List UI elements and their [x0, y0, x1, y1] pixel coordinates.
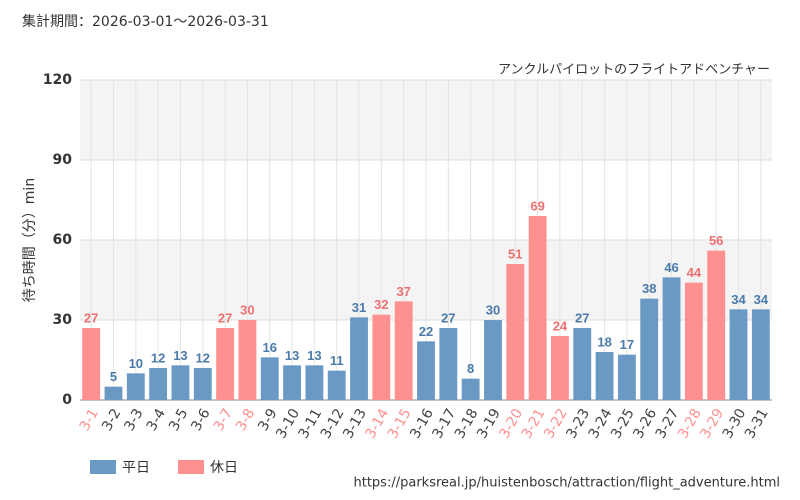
bar: [327, 370, 346, 400]
bar: [551, 336, 569, 400]
value-label: 44: [687, 265, 702, 280]
bar: [149, 368, 168, 400]
y-tick-label: 60: [53, 232, 73, 248]
value-label: 11: [330, 353, 344, 368]
x-tick-label: 3-6: [188, 406, 213, 434]
bar: [617, 354, 636, 400]
value-label: 13: [307, 348, 321, 363]
bar: [82, 328, 101, 400]
y-axis-label: 待ち時間（分）min: [22, 178, 38, 302]
value-label: 13: [285, 348, 299, 363]
y-tick-label: 0: [62, 392, 72, 408]
legend-label: 平日: [122, 460, 150, 476]
x-tick-label: 3-1: [77, 406, 102, 434]
bar: [640, 298, 659, 400]
value-label: 27: [84, 310, 98, 325]
bar: [372, 314, 391, 400]
value-label: 46: [664, 260, 678, 275]
x-tick-label: 3-4: [144, 406, 169, 434]
value-label: 56: [709, 233, 723, 248]
value-label: 34: [754, 292, 769, 307]
chart-title: アンクルパイロットのフライトアドベンチャー: [498, 63, 770, 78]
bar: [684, 282, 703, 400]
bar: [394, 301, 413, 400]
value-label: 24: [553, 318, 568, 333]
y-tick-label: 120: [43, 72, 72, 88]
bar: [216, 328, 235, 400]
x-tick-label: 3-8: [233, 406, 258, 434]
bar: [595, 352, 614, 400]
value-label: 30: [240, 302, 254, 317]
x-tick-label: 3-3: [121, 406, 146, 434]
value-label: 34: [731, 292, 746, 307]
chart-subtitle: 集計期間：2026-03-01～2026-03-31: [22, 13, 269, 30]
value-label: 5: [110, 369, 117, 384]
y-tick-label: 90: [53, 152, 73, 168]
value-label: 22: [419, 324, 433, 339]
bar: [751, 309, 770, 400]
value-label: 27: [218, 310, 232, 325]
bar: [260, 357, 279, 400]
bar: [506, 264, 525, 400]
bar: [283, 365, 301, 400]
bar: [238, 320, 257, 400]
value-label: 27: [441, 310, 455, 325]
legend-swatch: [178, 460, 204, 474]
bar: [484, 320, 502, 400]
value-label: 12: [151, 350, 165, 365]
value-label: 27: [575, 310, 589, 325]
legend-label: 休日: [210, 460, 238, 476]
bar: [104, 386, 123, 400]
value-label: 31: [352, 300, 366, 315]
value-label: 13: [173, 348, 187, 363]
value-label: 8: [467, 361, 474, 376]
value-label: 16: [263, 340, 277, 355]
value-label: 38: [642, 281, 656, 296]
x-tick-label: 3-2: [99, 406, 124, 434]
value-label: 69: [530, 198, 544, 213]
bar: [305, 365, 324, 400]
value-label: 12: [196, 350, 210, 365]
bar: [417, 341, 435, 400]
source: https://parksreal.jp/huistenbosch/attrac…: [354, 476, 781, 491]
bar: [528, 216, 547, 400]
legend-swatch: [90, 460, 116, 474]
x-tick-label: 3-31: [742, 406, 772, 442]
value-label: 51: [508, 246, 522, 261]
value-label: 37: [396, 284, 410, 299]
bar: [350, 317, 368, 400]
bar: [193, 368, 212, 400]
value-label: 10: [129, 356, 143, 371]
bar: [171, 365, 190, 400]
bar: [707, 250, 726, 400]
value-label: 30: [486, 302, 500, 317]
y-tick-label: 30: [53, 312, 73, 328]
bar: [461, 378, 480, 400]
x-tick-label: 3-5: [166, 406, 191, 434]
value-label: 18: [597, 334, 611, 349]
bar: [662, 277, 681, 400]
bar: [439, 328, 458, 400]
value-label: 17: [620, 337, 634, 352]
bar: [126, 373, 145, 400]
bar: [729, 309, 748, 400]
value-label: 32: [374, 297, 388, 312]
x-tick-label: 3-7: [211, 406, 236, 434]
bar: [573, 328, 592, 400]
